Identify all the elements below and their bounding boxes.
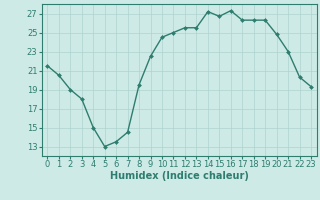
X-axis label: Humidex (Indice chaleur): Humidex (Indice chaleur) — [110, 171, 249, 181]
